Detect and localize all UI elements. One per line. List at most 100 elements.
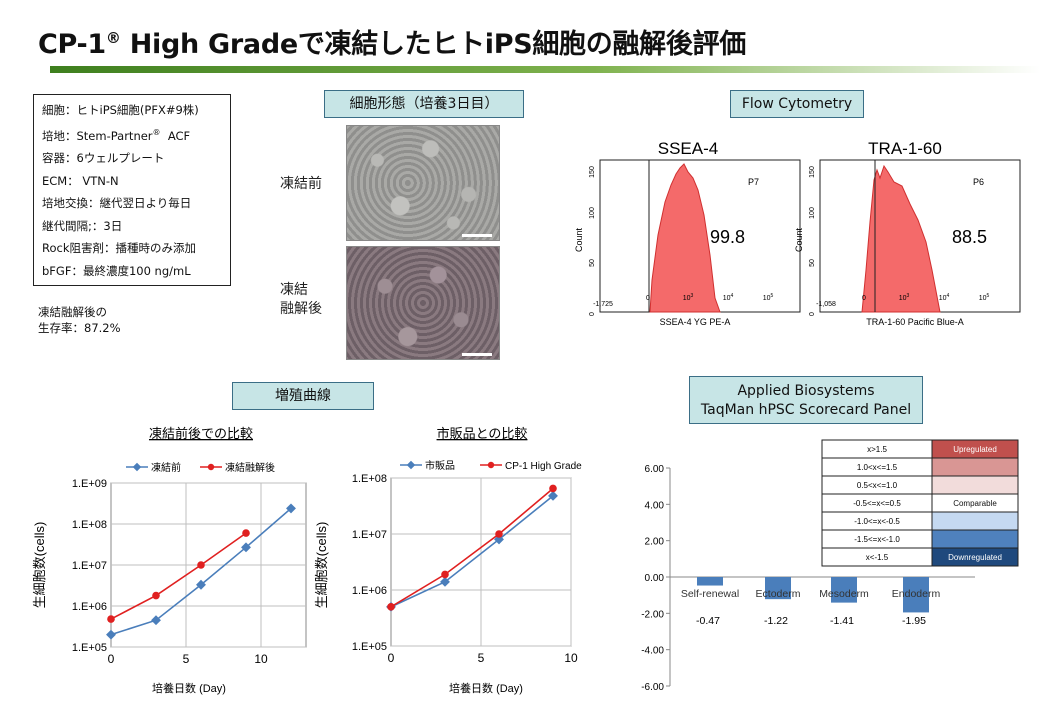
bar — [765, 577, 791, 600]
label-after-thaw: 凍結 融解後 — [280, 282, 322, 317]
x-tick-label: 10 — [254, 652, 268, 666]
flow-histogram-ssea4-area — [649, 163, 721, 313]
svg-text:50: 50 — [809, 259, 816, 267]
scorecard-legend-table: x>1.5 Upregulated 1.0<x<=1.5 0.5<x<=1.0 -0.5… — [821, 439, 1019, 567]
svg-text:105: 105 — [763, 293, 774, 302]
y-tick-label: 1.E+09 — [72, 478, 107, 490]
data-label: -0.47 — [696, 615, 720, 627]
flow-percent-tra160: 88.5 — [952, 227, 987, 247]
legend-range: -1.5<=x<-1.0 — [854, 535, 900, 544]
x-tick-label: 0 — [108, 652, 115, 666]
svg-text:150: 150 — [809, 166, 816, 178]
growth-curve-header: 増殖曲線 — [232, 382, 374, 410]
y-tick-label: 0.00 — [645, 573, 665, 584]
bar — [831, 577, 857, 603]
legend-label: Downregulated — [948, 553, 1002, 562]
legend-label: Upregulated — [953, 445, 997, 454]
data-point — [107, 615, 115, 623]
legend-range: -0.5<=x<=0.5 — [853, 499, 901, 508]
culture-conditions-box: 細胞：ヒトiPS細胞(PFX#9株) 培地：Stem-Partner® ACF … — [33, 94, 231, 286]
y-axis-title: 生細胞数(cells) — [314, 522, 329, 609]
legend-range: x>1.5 — [867, 445, 887, 454]
y-tick-label: 4.00 — [645, 500, 665, 511]
series-line — [390, 487, 554, 608]
data-point — [495, 530, 503, 538]
survival-rate-text: 凍結融解後の 生存率：87.2% — [38, 305, 121, 335]
y-tick-label: 2.00 — [645, 537, 665, 548]
scorecard-bar-chart: 6.00 4.00 2.00 0.00 -2.00 -4.00 -6.00 Self-rene… — [641, 439, 1019, 693]
data-point — [151, 615, 161, 626]
scorecard-header: Applied Biosystems TaqMan hPSC Scorecard… — [689, 376, 923, 424]
category-label: Mesoderm — [819, 588, 869, 600]
svg-text:103: 103 — [899, 293, 910, 302]
data-point — [548, 490, 558, 501]
morphology-header: 細胞形態（培養3日目） — [324, 90, 524, 118]
condition-medium-change: 培地交換：継代翌日より毎日 — [42, 196, 192, 211]
svg-text:104: 104 — [939, 293, 950, 302]
data-point — [242, 529, 250, 537]
legend-label: 市販品 — [425, 459, 455, 472]
x-tick-label: 10 — [564, 651, 578, 665]
legend-color-swatch — [931, 547, 1019, 567]
micrograph-before-freezing — [346, 125, 500, 241]
svg-text:103: 103 — [683, 293, 694, 302]
condition-medium: 培地：Stem-Partner® ACF — [42, 127, 191, 143]
svg-text:0: 0 — [589, 312, 596, 316]
growth-chart-before-after: 凍結前後での比較 凍結前 凍結融解後 生細胞数(cells) 培養日数 (Day… — [32, 426, 307, 695]
svg-text:150: 150 — [589, 166, 596, 178]
flow-xlabel-tra160: TRA-1-60 Pacific Blue-A — [866, 317, 964, 327]
y-tick-label: 1.E+05 — [352, 641, 387, 653]
legend-label: CP-1 High Grade — [505, 461, 582, 472]
y-tick-label: -4.00 — [641, 646, 664, 657]
condition-bfgf: bFGF：最終濃度100 ng/mL — [42, 263, 191, 278]
x-tick-label: 0 — [388, 651, 395, 665]
series-line — [390, 495, 554, 608]
y-tick-label: 1.E+07 — [352, 529, 387, 541]
condition-cells: 細胞：ヒトiPS細胞(PFX#9株) — [42, 103, 199, 117]
y-axis-title: 生細胞数(cells) — [32, 522, 47, 609]
flow-xlabel-ssea4: SSEA-4 YG PE-A — [660, 317, 731, 327]
data-point — [387, 603, 395, 611]
category-label: Self-renewal — [681, 588, 739, 600]
y-tick-label: 1.E+07 — [72, 560, 107, 572]
y-tick-label: 1.E+06 — [72, 601, 107, 613]
series-line — [110, 532, 247, 620]
legend-range: -1.0<=x<-0.5 — [854, 517, 900, 526]
svg-text:0: 0 — [646, 295, 650, 302]
chart-legend: 市販品 CP-1 High Grade — [400, 459, 582, 472]
legend-range: 0.5<x<=1.0 — [857, 481, 898, 490]
flow-title-ssea4: SSEA-4 — [658, 139, 718, 158]
svg-text:50: 50 — [589, 259, 596, 267]
title-underline — [50, 66, 1040, 73]
flow-histogram-tra160: TRA-1-60 P6 88.5 Count 0 50 100 150 -1,0… — [794, 139, 1021, 327]
chart-title: 市販品との比較 — [437, 426, 528, 441]
flow-histogram-tra160-area — [861, 164, 941, 313]
y-tick-label: 1.E+08 — [352, 473, 387, 485]
condition-passage-interval: 継代間隔;：3日 — [42, 218, 123, 233]
data-label: -1.95 — [902, 615, 926, 627]
y-tick-label: 1.E+05 — [72, 642, 107, 654]
category-label: Endoderm — [892, 588, 941, 600]
bar — [697, 577, 723, 586]
legend-color-swatch — [931, 457, 1019, 477]
svg-text:100: 100 — [589, 207, 596, 219]
x-tick-label: 5 — [478, 651, 485, 665]
data-label: -1.41 — [830, 615, 854, 627]
data-point — [197, 561, 205, 569]
flow-ylabel: Count — [574, 228, 584, 253]
svg-text:104: 104 — [723, 293, 734, 302]
growth-chart-commercial: 市販品との比較 市販品 CP-1 High Grade 生細胞数(cells) … — [314, 426, 582, 695]
y-tick-label: -6.00 — [641, 682, 664, 693]
svg-text:100: 100 — [809, 207, 816, 219]
flow-gate-label: P7 — [748, 177, 759, 187]
y-tick-label: 6.00 — [645, 464, 665, 475]
flow-ylabel: Count — [794, 228, 804, 253]
flow-gate-label: P6 — [973, 177, 984, 187]
data-point — [106, 629, 116, 640]
data-point — [441, 570, 449, 579]
label-before-freezing: 凍結前 — [280, 176, 322, 192]
flow-cytometry-header: Flow Cytometry — [730, 90, 864, 118]
legend-label: 凍結前 — [151, 461, 181, 474]
chart-title: 凍結前後での比較 — [149, 426, 253, 441]
x-tick-label: 5 — [183, 652, 190, 666]
